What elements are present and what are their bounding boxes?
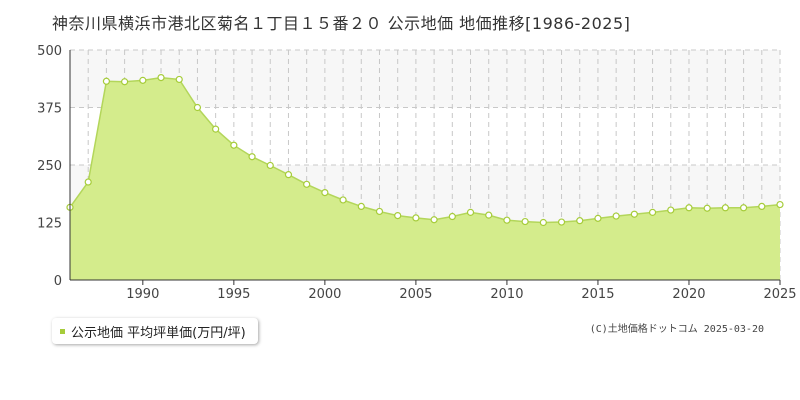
data-point [557, 218, 566, 226]
data-point [248, 153, 256, 161]
data-point [448, 212, 456, 221]
data-point [739, 204, 748, 212]
y-tick-label: 0 [54, 274, 62, 289]
data-point [758, 202, 766, 210]
data-point [321, 189, 329, 197]
x-tick-label: 2020 [672, 287, 705, 302]
data-point [612, 212, 620, 220]
x-tick-label: 2025 [763, 287, 796, 302]
data-point [121, 78, 129, 86]
x-tick-label: 2005 [399, 287, 432, 302]
x-tick-label: 2015 [581, 287, 614, 302]
data-point [284, 171, 293, 179]
data-point [339, 196, 347, 204]
data-point [648, 208, 657, 216]
data-point [539, 218, 547, 227]
data-point [630, 210, 638, 218]
data-point [503, 216, 511, 224]
chart-title: 神奈川県横浜市港北区菊名１丁目１５番２０ 公示地価 地価推移[1986-2025… [52, 14, 631, 33]
data-point [703, 204, 711, 212]
data-point [776, 200, 784, 209]
data-point [430, 216, 438, 224]
data-point [84, 178, 92, 186]
data-point [102, 77, 111, 85]
data-point [375, 207, 384, 216]
data-point [685, 204, 693, 212]
x-tick-label: 1995 [217, 287, 250, 302]
data-point [485, 211, 493, 219]
series-line [69, 76, 781, 224]
data-point [667, 206, 675, 214]
data-point [357, 202, 365, 210]
data-point [266, 161, 274, 170]
y-tick-label: 250 [37, 159, 62, 174]
x-tick-label: 2000 [308, 287, 341, 302]
legend: 公示地価 平均坪単価(万円/坪) [52, 318, 258, 344]
data-point [521, 217, 529, 226]
data-point [303, 180, 311, 188]
data-point [466, 208, 475, 216]
data-point [576, 217, 584, 225]
y-tick-label: 125 [37, 217, 62, 232]
data-point [412, 214, 420, 222]
y-tick-label: 375 [37, 102, 62, 117]
x-tick-label: 2010 [490, 287, 523, 302]
data-point [212, 125, 220, 133]
y-tick-label: 500 [37, 44, 62, 59]
legend-marker-icon [60, 328, 65, 334]
data-point [230, 141, 238, 149]
x-tick-label: 1990 [126, 287, 159, 302]
data-point [394, 212, 402, 220]
series-area [70, 77, 780, 280]
data-point [594, 214, 602, 222]
copyright-text: (C)土地価格ドットコム 2025-03-20 [589, 324, 764, 335]
data-point [139, 76, 147, 84]
data-point [721, 204, 729, 212]
data-point [175, 75, 183, 84]
data-point [193, 103, 202, 112]
data-point [157, 73, 165, 82]
legend-label: 公示地価 平均坪単価(万円/坪) [71, 325, 246, 341]
